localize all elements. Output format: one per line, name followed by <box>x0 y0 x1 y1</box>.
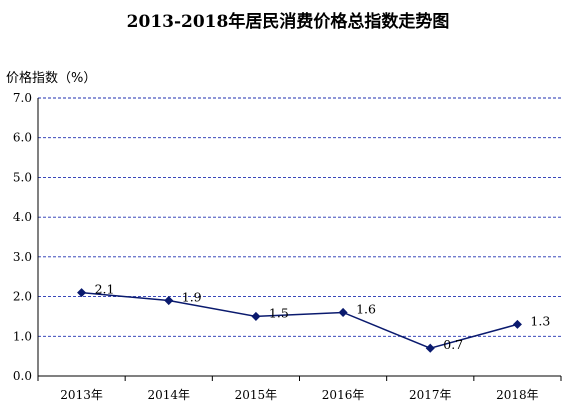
data-point <box>512 319 522 329</box>
data-labels: 2.1 1.9 1.5 1.6 0.7 1.3 <box>95 282 551 353</box>
y-axis-label: 价格指数（%） <box>6 70 96 86</box>
x-tick-label: 2017年 <box>409 388 452 402</box>
y-tick-label: 3.0 <box>13 250 32 264</box>
axes <box>37 98 562 381</box>
y-tick-label: 1.0 <box>13 329 32 343</box>
data-point <box>338 307 348 317</box>
x-tick-label: 2014年 <box>147 388 190 402</box>
x-tick-label: 2013年 <box>60 388 103 402</box>
chart-title: 2013-2018年居民消费价格总指数走势图 <box>127 11 450 32</box>
data-label: 1.5 <box>269 305 289 320</box>
y-tick-label: 4.0 <box>13 210 32 224</box>
x-tick-label: 2015年 <box>235 388 278 402</box>
data-point <box>77 288 87 298</box>
x-tick-labels: 2013年 2014年 2015年 2016年 2017年 2018年 <box>60 388 538 402</box>
series-line <box>81 291 518 349</box>
data-label: 0.7 <box>443 337 463 352</box>
data-label: 1.9 <box>182 290 202 305</box>
x-tick-label: 2018年 <box>496 388 539 402</box>
data-point <box>251 311 261 321</box>
data-point <box>164 296 174 306</box>
y-tick-label: 5.0 <box>13 170 32 184</box>
x-tick-label: 2016年 <box>322 388 365 402</box>
y-tick-label: 7.0 <box>13 91 32 105</box>
data-label: 1.6 <box>356 301 376 316</box>
y-tick-labels: 0.0 1.0 2.0 3.0 4.0 5.0 6.0 7.0 <box>13 91 32 383</box>
data-label: 1.3 <box>530 313 550 328</box>
data-label: 2.1 <box>95 282 115 297</box>
y-tick-label: 0.0 <box>13 369 32 383</box>
gridlines <box>38 97 561 337</box>
series <box>77 288 522 353</box>
data-point <box>425 343 435 353</box>
y-tick-label: 6.0 <box>13 131 32 145</box>
y-tick-label: 2.0 <box>13 290 32 304</box>
